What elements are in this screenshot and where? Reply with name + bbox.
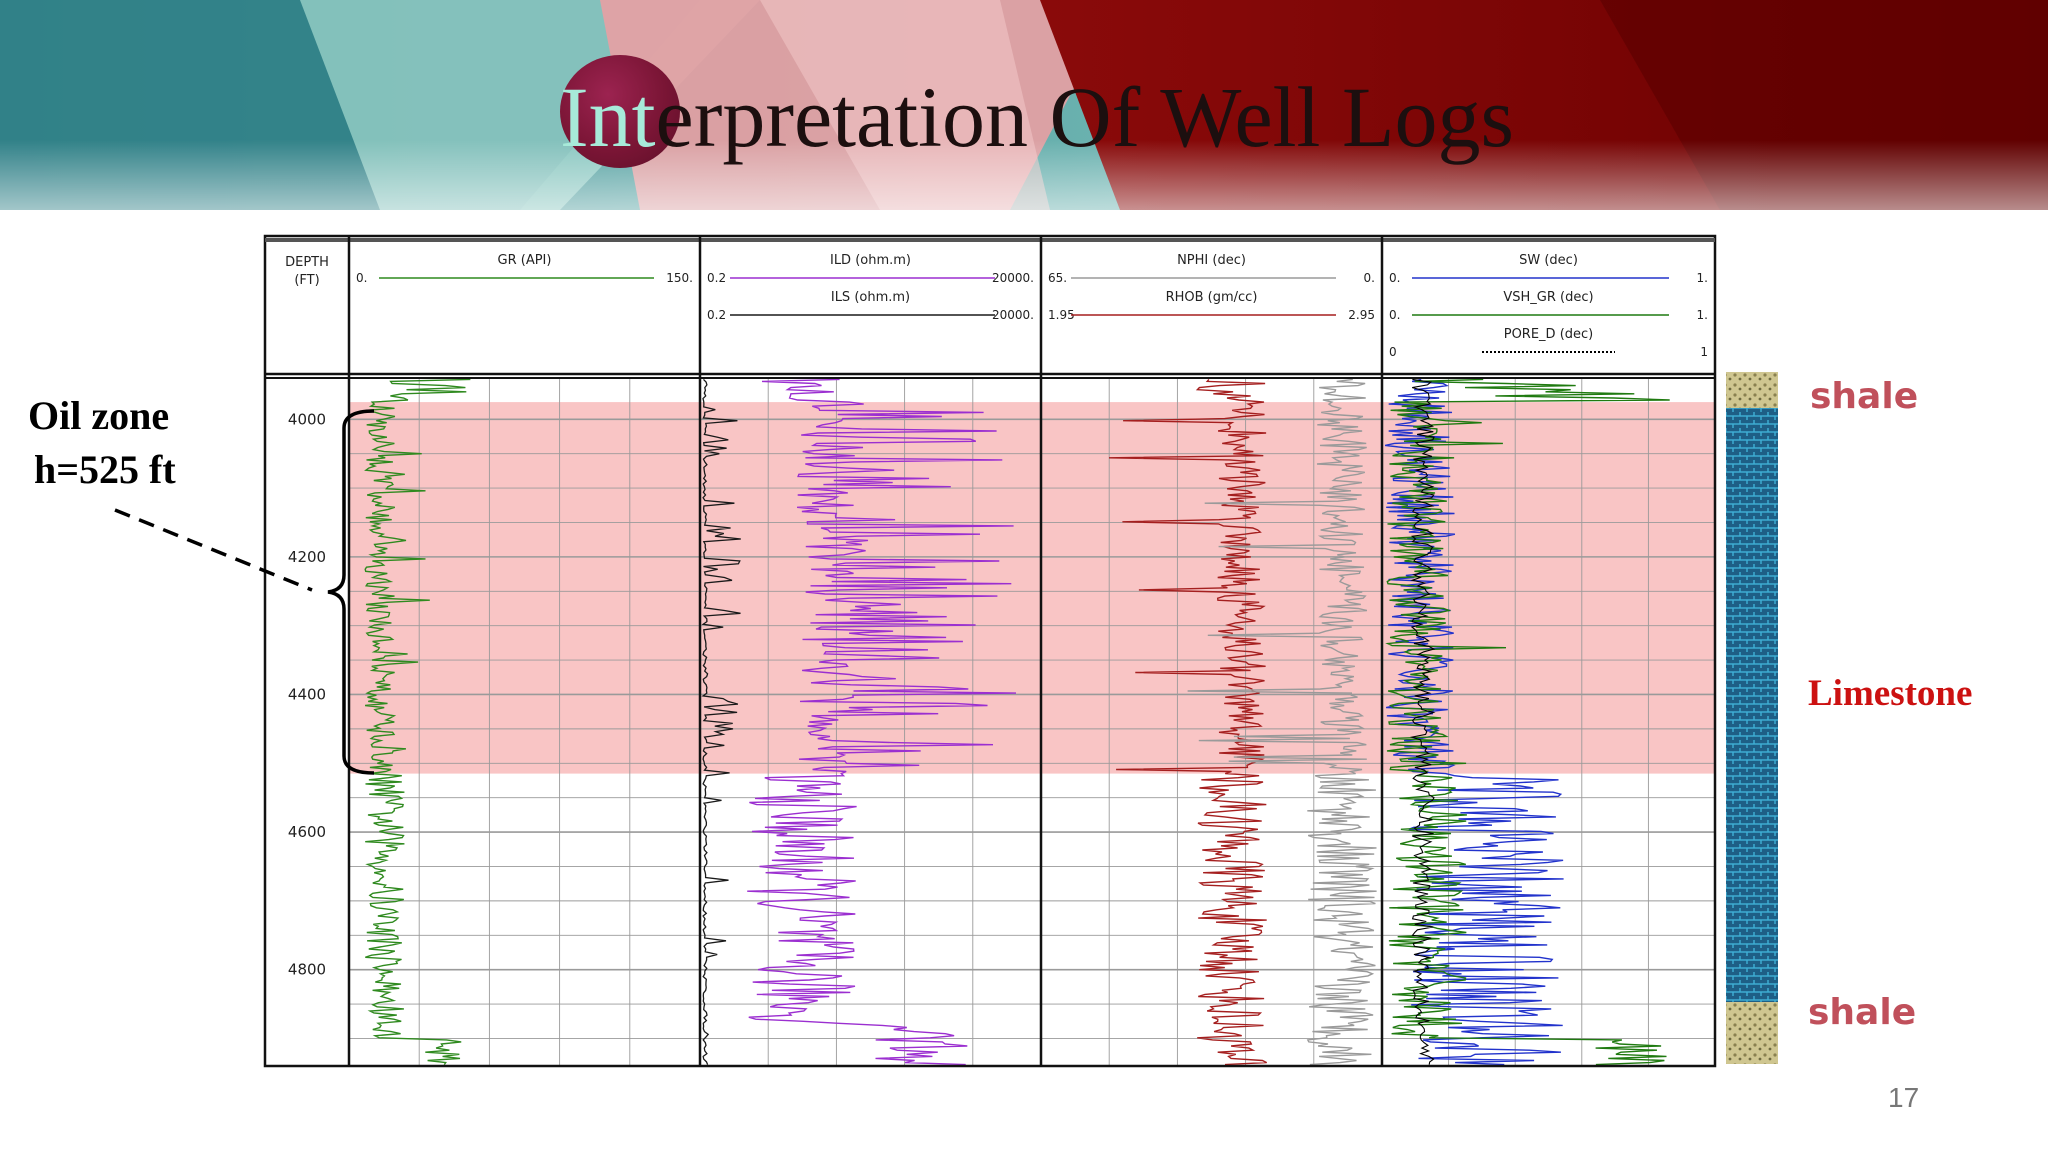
oil-zone-bracket <box>327 409 375 775</box>
chart-frame <box>263 234 1717 1068</box>
depth-tick-label: 4400 <box>288 685 326 703</box>
scale-max-label: 2.95 <box>1348 308 1375 322</box>
scale-max-label: 1 <box>1700 345 1708 359</box>
nphi-curve <box>1187 378 1377 1066</box>
scale-min-label: 0. <box>356 271 367 285</box>
shale-top-block <box>1726 372 1778 408</box>
shale-top-label: shale <box>1810 376 1919 417</box>
curve-name-label: ILS (ohm.m) <box>831 290 910 305</box>
pore-curve <box>1409 378 1436 1065</box>
scale-min-label: 65. <box>1048 271 1067 285</box>
curve-name-label: VSH_GR (dec) <box>1503 290 1593 305</box>
scale-max-label: 0. <box>1364 271 1375 285</box>
depth-tick-label: 4600 <box>288 823 326 841</box>
curve-name-label: GR (API) <box>498 253 552 268</box>
curve-name-label: PORE_D (dec) <box>1504 327 1594 342</box>
gr-curve <box>364 378 471 1066</box>
oil-zone-band <box>349 402 1715 774</box>
scale-min-label: 0 <box>1389 345 1397 359</box>
page-number: 17 <box>1888 1082 1920 1113</box>
ils-curve <box>701 378 741 1065</box>
depth-unit: (FT) <box>294 273 319 288</box>
limestone-block <box>1726 408 1778 1002</box>
scale-max-label: 20000. <box>992 271 1034 285</box>
lithology-strip <box>1726 372 1778 1064</box>
title-highlight: Int <box>560 69 656 165</box>
oil-zone-leader <box>114 409 375 775</box>
scale-min-label: 0. <box>1389 271 1400 285</box>
curve-name-label: NPHI (dec) <box>1177 253 1246 268</box>
scale-min-label: 0. <box>1389 308 1400 322</box>
scale-min-label: 0.2 <box>707 308 726 322</box>
scale-max-label: 20000. <box>992 308 1034 322</box>
scale-max-label: 1. <box>1697 308 1708 322</box>
header-banner <box>0 0 2048 210</box>
scale-min-label: 0.2 <box>707 271 726 285</box>
slide-title: Interpretation Of Well Logs <box>560 52 1620 182</box>
oil-zone-label: Oil zone <box>28 393 170 438</box>
shale-bottom-label: shale <box>1808 992 1917 1033</box>
depth-tick-label: 4200 <box>288 548 326 566</box>
depth-header: DEPTH <box>285 255 329 270</box>
curve-name-label: SW (dec) <box>1519 253 1578 268</box>
ild-curve <box>747 378 1017 1066</box>
scale-max-label: 1. <box>1697 271 1708 285</box>
scale-min-label: 1.95 <box>1048 308 1075 322</box>
depth-tick-label: 4800 <box>288 961 326 979</box>
title-rest: erpretation Of Well Logs <box>655 69 1514 165</box>
well-log-chart: DEPTH (FT) GR (API) 0. 150. ILD (ohm.m) 0.2 200… <box>263 234 1717 1068</box>
curve-name-label: ILD (ohm.m) <box>830 253 911 268</box>
title-circle-decoration <box>560 55 680 168</box>
curve-name-label: RHOB (gm/cc) <box>1166 290 1258 305</box>
depth-tick-label: 4000 <box>288 410 326 428</box>
rhob-curve <box>1108 378 1268 1066</box>
well-log-figure: DEPTH (FT) GR (API) 0. 150. ILD (ohm.m) 0.2 200… <box>237 226 1750 1076</box>
vsh-curve <box>1385 378 1670 1066</box>
scale-max-label: 150. <box>666 271 693 285</box>
oil-zone-thickness: h=525 ft <box>34 447 176 492</box>
shale-bottom-block <box>1726 1002 1778 1064</box>
limestone-label: Limestone <box>1808 673 1973 714</box>
